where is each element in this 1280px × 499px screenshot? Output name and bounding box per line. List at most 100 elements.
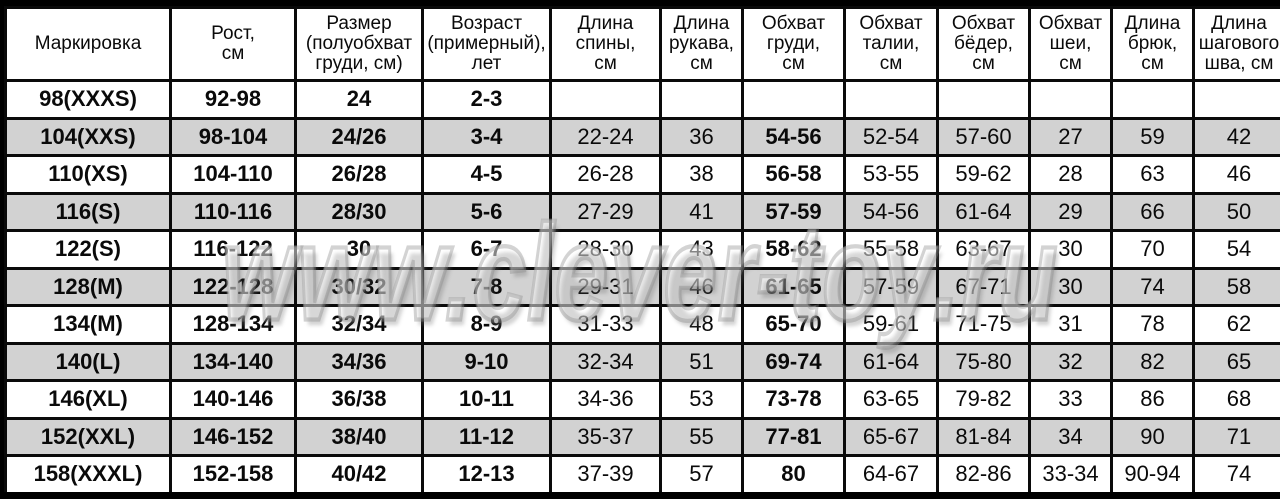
table-cell: 12-13 (421, 454, 552, 492)
table-cell: 30/32 (294, 266, 424, 307)
table-cell: 73-78 (741, 379, 846, 420)
table-cell: 134-140 (169, 341, 297, 382)
table-row: 146(XL) 140-146 36/38 10-11 34-36 53 73-78 63-6… (4, 379, 1280, 420)
table-cell (741, 79, 846, 120)
table-cell: 51 (659, 341, 744, 382)
table-cell: 70 (1110, 229, 1195, 270)
table-cell: 71 (1192, 416, 1280, 457)
table-cell: 26/28 (294, 154, 424, 195)
table-cell: 36/38 (294, 379, 424, 420)
table-cell: 34-36 (549, 379, 662, 420)
table-cell: 29-31 (549, 266, 662, 307)
table-cell: 57-59 (741, 191, 846, 232)
column-header: Длина брюк, см (1110, 6, 1195, 82)
table-cell: 2-3 (421, 79, 552, 120)
column-header: Размер (полуобхват груди, см) (294, 6, 424, 82)
row-label-cell: 104(XXS) (4, 116, 172, 157)
table-cell: 40/42 (294, 454, 424, 492)
table-cell: 58 (1192, 266, 1280, 307)
table-cell: 80 (741, 454, 846, 492)
table-cell: 38 (659, 154, 744, 195)
table-cell: 90 (1110, 416, 1195, 457)
table-cell: 46 (659, 266, 744, 307)
table-cell: 57-59 (843, 266, 939, 307)
table-cell: 10-11 (421, 379, 552, 420)
table-cell: 35-37 (549, 416, 662, 457)
table-cell: 78 (1110, 304, 1195, 345)
table-cell: 22-24 (549, 116, 662, 157)
table-cell: 27-29 (549, 191, 662, 232)
table-cell: 61-64 (936, 191, 1031, 232)
table-cell: 82 (1110, 341, 1195, 382)
table-cell: 68 (1192, 379, 1280, 420)
table-cell: 24 (294, 79, 424, 120)
table-cell: 140-146 (169, 379, 297, 420)
table-cell: 50 (1192, 191, 1280, 232)
table-cell: 59-62 (936, 154, 1031, 195)
table-cell: 81-84 (936, 416, 1031, 457)
table-cell: 79-82 (936, 379, 1031, 420)
table-cell: 9-10 (421, 341, 552, 382)
table-cell: 5-6 (421, 191, 552, 232)
table-cell: 52-54 (843, 116, 939, 157)
table-cell: 7-8 (421, 266, 552, 307)
table-cell: 41 (659, 191, 744, 232)
table-cell: 92-98 (169, 79, 297, 120)
row-label-cell: 122(S) (4, 229, 172, 270)
table-cell: 28 (1028, 154, 1113, 195)
table-cell: 75-80 (936, 341, 1031, 382)
row-label-cell: 134(M) (4, 304, 172, 345)
table-cell: 82-86 (936, 454, 1031, 492)
table-cell: 63-67 (936, 229, 1031, 270)
column-header: Длина рукава, см (659, 6, 744, 82)
table-cell: 30 (1028, 266, 1113, 307)
table-cell: 54-56 (843, 191, 939, 232)
table-cell: 65-67 (843, 416, 939, 457)
table-cell: 4-5 (421, 154, 552, 195)
column-header: Длина спины, см (549, 6, 662, 82)
table-cell (549, 79, 662, 120)
table-cell: 59-61 (843, 304, 939, 345)
table-cell (843, 79, 939, 120)
table-cell: 57-60 (936, 116, 1031, 157)
table-cell: 26-28 (549, 154, 662, 195)
table-row: 104(XXS) 98-104 24/26 3-4 22-24 36 54-56 52-54 5… (4, 116, 1280, 157)
row-label-cell: 116(S) (4, 191, 172, 232)
table-cell (1110, 79, 1195, 120)
header-row: Маркировка Рост, см Размер (полуобхват гру… (4, 6, 1280, 82)
table-cell: 98-104 (169, 116, 297, 157)
table-cell: 146-152 (169, 416, 297, 457)
row-label-cell: 128(M) (4, 266, 172, 307)
column-header: Рост, см (169, 6, 297, 82)
table-cell: 48 (659, 304, 744, 345)
table-cell: 65 (1192, 341, 1280, 382)
table-cell: 32-34 (549, 341, 662, 382)
table-cell: 31 (1028, 304, 1113, 345)
table-cell: 42 (1192, 116, 1280, 157)
table-cell: 3-4 (421, 116, 552, 157)
table-cell: 62 (1192, 304, 1280, 345)
table-cell: 56-58 (741, 154, 846, 195)
table-cell: 38/40 (294, 416, 424, 457)
table-row: 140(L) 134-140 34/36 9-10 32-34 51 69-74 61-64 7… (4, 341, 1280, 382)
column-header: Обхват бёдер, см (936, 6, 1031, 82)
table-cell: 32/34 (294, 304, 424, 345)
table-row: 116(S) 110-116 28/30 5-6 27-29 41 57-59 54-56 61… (4, 191, 1280, 232)
table-cell: 77-81 (741, 416, 846, 457)
row-label-cell: 98(XXXS) (4, 79, 172, 120)
row-label-cell: 158(XXXL) (4, 454, 172, 492)
table-cell: 57 (659, 454, 744, 492)
table-cell: 64-67 (843, 454, 939, 492)
table-cell: 152-158 (169, 454, 297, 492)
table-cell: 69-74 (741, 341, 846, 382)
table-row: 98(XXXS) 92-98 24 2-3 (4, 79, 1280, 120)
column-header: Маркировка (4, 6, 172, 82)
table-cell: 43 (659, 229, 744, 270)
table-row: 110(XS) 104-110 26/28 4-5 26-28 38 56-58 53-55 5… (4, 154, 1280, 195)
table-cell: 33 (1028, 379, 1113, 420)
column-header: Обхват талии, см (843, 6, 939, 82)
column-header: Длина шагового шва, см (1192, 6, 1280, 82)
table-cell: 104-110 (169, 154, 297, 195)
table-cell: 63 (1110, 154, 1195, 195)
